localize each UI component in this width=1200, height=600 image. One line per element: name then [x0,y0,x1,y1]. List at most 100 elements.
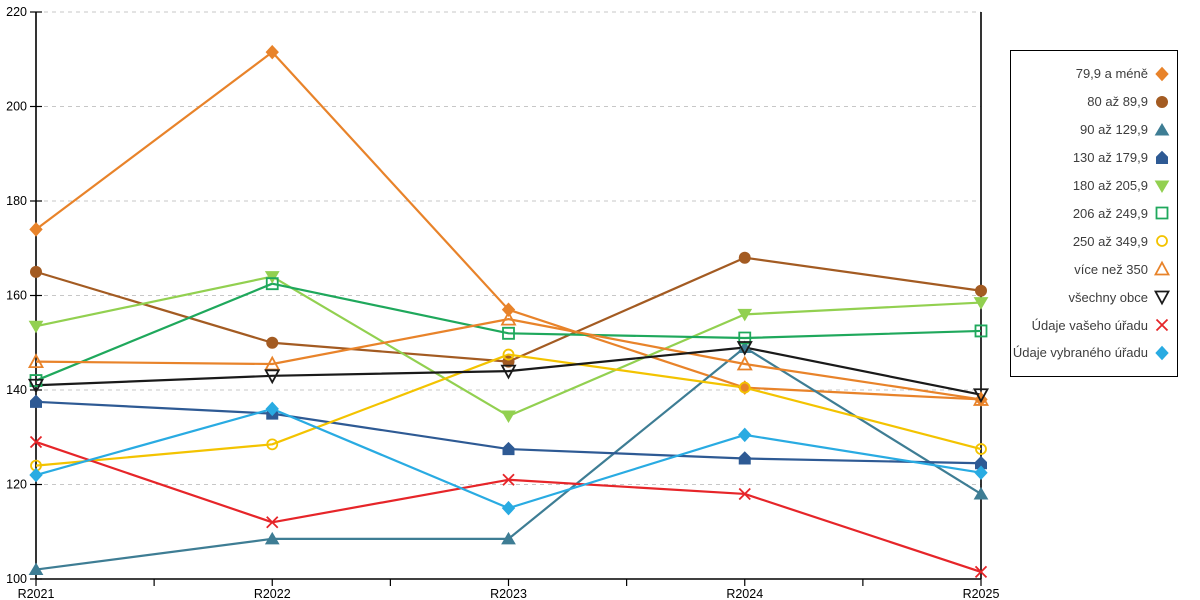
diamond-filled-marker-icon [974,465,988,480]
legend-diamond-filled-icon [1155,66,1169,82]
legend-triangle-down-filled-icon [1154,180,1170,193]
triangle-up-open-marker-icon [1153,260,1171,276]
circle-open-marker-icon [738,381,751,394]
legend-item-v-echny-obce: všechny obce [1015,288,1171,306]
legend-label: Údaje vybraného úřadu [1012,345,1148,361]
triangle-down-open-marker-icon [736,341,753,356]
triangle-down-filled-marker-icon [501,410,516,423]
triangle-up-open-marker-icon [500,310,517,326]
legend-circle-filled-icon [1156,95,1168,108]
triangle-down-filled-marker-icon [1154,180,1170,193]
y-tick-label: 100 [6,572,27,586]
series-markers-250-a-349-9 [30,348,987,472]
x-marker-icon [738,487,751,501]
series-markers-206-a-249-9 [29,277,988,387]
circle-open-marker-icon [266,438,279,451]
diamond-filled-marker-icon [265,44,279,60]
legend-label: 90 až 129,9 [1080,122,1148,138]
triangle-up-filled-marker-icon [501,531,516,545]
square-open-marker-icon [265,277,279,291]
series-line-180-a-205-9 [35,275,982,418]
legend-circle-open-icon [1156,235,1168,248]
series-line-v-ce-ne-350 [35,318,982,401]
legend-label: všechny obce [1068,289,1149,305]
legend-pentagon-filled-icon [1156,150,1168,164]
legend-label: 80 až 89,9 [1087,94,1148,110]
legend-triangle-up-open-icon [1153,260,1171,276]
legend-label: 206 až 249,9 [1072,205,1148,221]
x-tick-label: R2021 [18,587,55,600]
series-line-206-a-249-9 [35,282,982,382]
series-line-79-9-a-m-n [35,51,982,401]
triangle-down-filled-marker-icon [973,297,989,310]
x-ticks: R2021 R2022 R2023 R2024 R2025 [18,579,1000,600]
triangle-down-open-marker-icon [27,378,45,394]
triangle-down-filled-marker-icon [737,308,753,322]
circle-filled-marker-icon [738,251,751,264]
diamond-filled-marker-icon [1155,345,1169,361]
series-markers-v-echny-obce [27,341,990,404]
circle-filled-marker-icon [266,336,279,349]
series-markers-180-a-205-9 [28,271,989,423]
triangle-down-filled-marker-icon [264,271,280,284]
triangle-up-filled-marker-icon [28,562,44,576]
x-marker-icon [29,435,43,449]
pentagon-filled-marker-icon [30,394,42,408]
circle-filled-marker-icon [30,265,42,278]
series-markers-daje-va-eho-adu [29,435,988,579]
legend-square-open-icon [1155,207,1169,220]
triangle-up-filled-marker-icon [264,531,280,545]
legend-item-250-a-349-9: 250 až 349,9 [1015,232,1171,250]
legend-label: 250 až 349,9 [1072,233,1148,249]
series-markers-130-a-179-9 [30,394,987,470]
diamond-filled-marker-icon [501,302,516,317]
legend-diamond-filled-icon [1155,345,1169,361]
legend-item-130-a-179-9: 130 až 179,9 [1015,149,1171,167]
legend-item-79-9-a-m-n: 79,9 a méně [1015,65,1171,83]
pentagon-filled-marker-icon [502,441,515,456]
legend-item-206-a-249-9: 206 až 249,9 [1015,204,1171,222]
circle-filled-marker-icon [975,284,987,297]
triangle-up-open-marker-icon [736,355,753,371]
diamond-filled-marker-icon [29,467,43,483]
legend-label: 79,9 a méně [1075,66,1148,82]
x-tick-label: R2025 [963,587,1000,600]
triangle-down-open-marker-icon [1153,290,1171,306]
circle-filled-marker-icon [1156,95,1168,108]
y-tick-label: 140 [6,383,27,397]
diamond-filled-marker-icon [29,222,43,237]
series-line-daje-vybran-ho-adu [35,407,982,510]
legend-item-v-ce-ne-350: více než 350 [1015,260,1171,278]
circle-open-marker-icon [975,443,987,455]
legend-label: Údaje vašeho úřadu [1031,317,1148,333]
gridlines [36,11,981,485]
circle-open-marker-icon [502,348,515,361]
series-markers-daje-vybran-ho-adu [29,401,988,516]
y-tick-label: 120 [6,478,27,492]
legend-item-90-a-129-9: 90 až 129,9 [1015,121,1171,139]
legend-triangle-down-open-icon [1153,290,1171,306]
y-ticks: 100 120 140 160 180 200 220 [6,5,42,586]
series-line-v-echny-obce [35,346,982,396]
triangle-down-open-marker-icon [264,369,281,385]
x-tick-label: R2022 [254,587,291,600]
series-markers-79-9-a-m-n [29,44,988,407]
triangle-up-filled-marker-icon [1154,122,1170,136]
legend-label: více než 350 [1074,261,1148,277]
diamond-filled-marker-icon [1155,66,1169,82]
triangle-up-open-marker-icon [27,353,45,369]
legend-x-icon [1155,318,1169,332]
square-open-marker-icon [974,324,988,338]
x-marker-icon [974,565,988,579]
diamond-filled-marker-icon [265,401,279,417]
chart-legend: 79,9 a méně 80 až 89,9 90 až 129,9 130 až 1… [1010,50,1178,377]
circle-open-marker-icon [1156,235,1168,248]
series-line-250-a-349-9 [35,353,982,467]
x-tick-label: R2024 [726,587,763,600]
legend-label: 130 až 179,9 [1072,150,1148,166]
y-tick-label: 160 [6,289,27,303]
legend-item-80-a-89-9: 80 až 89,9 [1015,93,1171,111]
diamond-filled-marker-icon [738,427,752,443]
x-tick-label: R2023 [490,587,527,600]
